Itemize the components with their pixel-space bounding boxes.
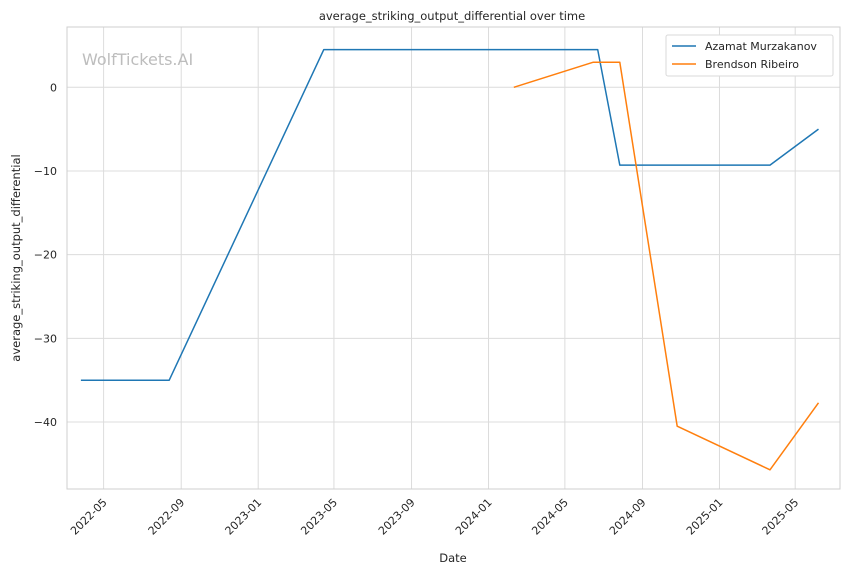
series-line-brendson-ribeiro: [513, 61, 820, 471]
grid-lines: [67, 27, 840, 489]
y-axis-label: average_striking_output_differential: [9, 154, 23, 361]
plot-area-frame: [66, 26, 841, 490]
series-lines: [80, 48, 820, 471]
y-tick-label: 0: [50, 81, 57, 94]
y-tick-label: −40: [34, 416, 57, 429]
legend-label-brendson-ribeiro: Brendson Ribeiro: [705, 58, 799, 71]
watermark-text: WolfTickets.AI: [82, 50, 193, 69]
y-tick-labels: 0 −10 −20 −30 −40: [34, 81, 57, 429]
legend-box: [665, 34, 834, 77]
y-tick-label: −20: [34, 249, 57, 262]
chart-title: average_striking_output_differential ove…: [319, 9, 585, 23]
x-axis-label: Date: [439, 551, 467, 565]
legend: Azamat Murzakanov Brendson Ribeiro: [665, 34, 834, 77]
legend-label-azamat-murzakanov: Azamat Murzakanov: [705, 40, 817, 53]
series-line-azamat-murzakanov: [80, 48, 819, 381]
y-tick-label: −10: [34, 165, 57, 178]
y-tick-label: −30: [34, 332, 57, 345]
